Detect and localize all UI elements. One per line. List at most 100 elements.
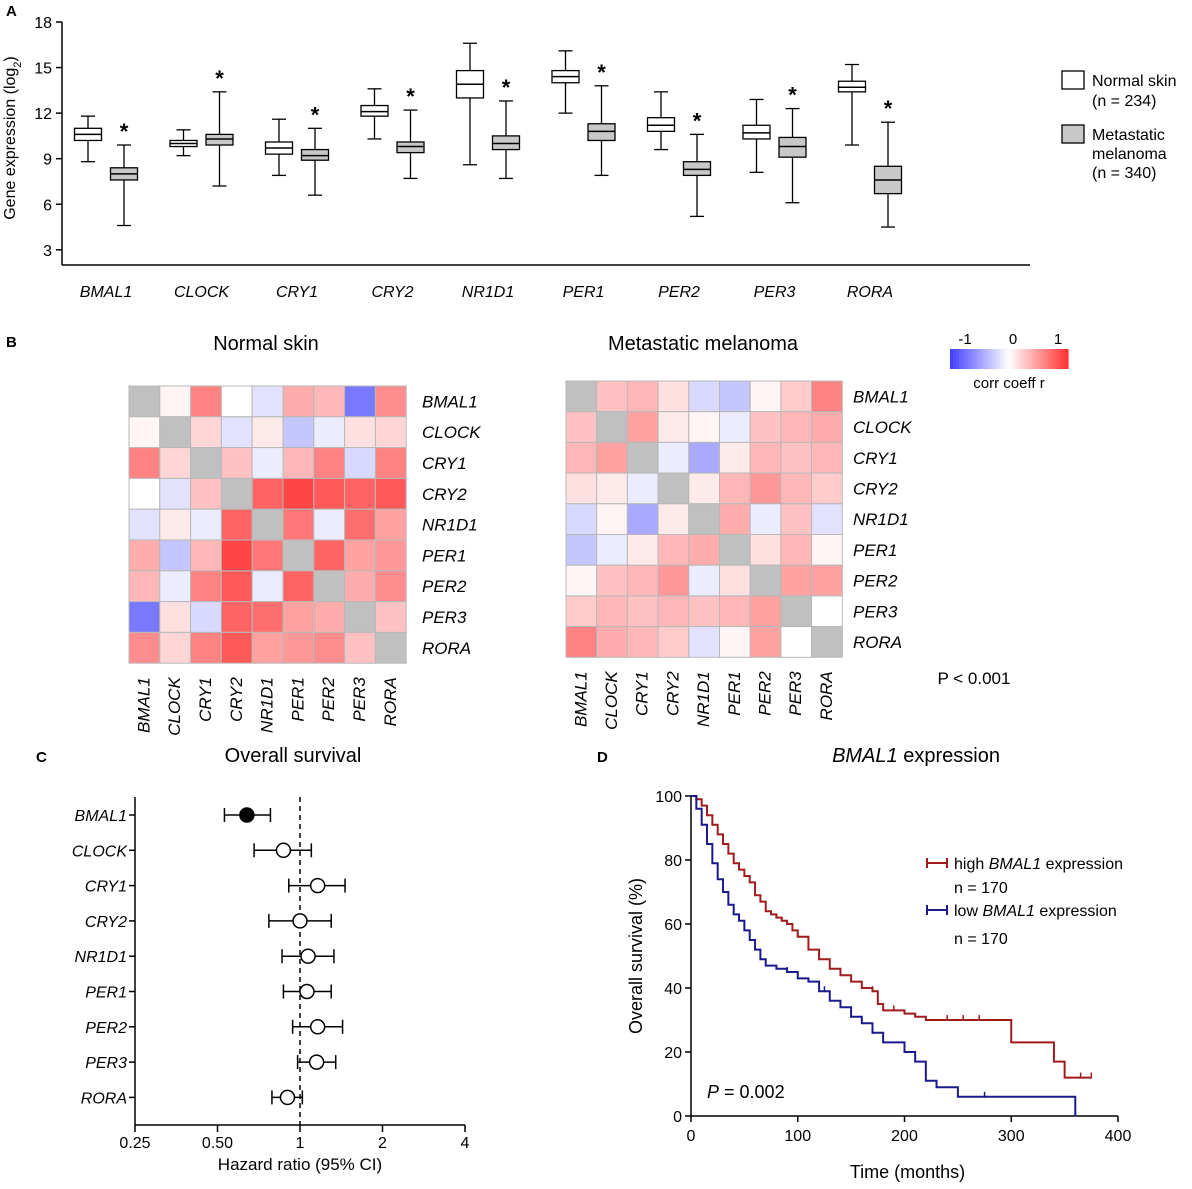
significance-star: *	[215, 66, 224, 91]
heatmap-col-label: BMAL1	[571, 671, 590, 727]
box-category-label: BMAL1	[80, 284, 132, 301]
forest-category-label: CRY1	[85, 879, 127, 896]
forest-hr-point	[275, 842, 292, 859]
forest-x-tick-label: 0.25	[119, 1135, 150, 1152]
colorbar-segment	[1011, 349, 1016, 369]
heatmap-cell	[657, 626, 690, 658]
heatmap-cell	[626, 503, 659, 535]
heatmap-cell	[626, 595, 659, 628]
colorbar-segment	[1023, 349, 1028, 369]
heatmap-cell	[688, 626, 720, 658]
km-legend: high BMAL1 expression n = 170 low BMAL1 ex…	[926, 856, 1123, 948]
heatmap-cell	[780, 472, 813, 505]
box-legend: Normal skin (n = 234) Metastatic melanoma (n…	[1061, 70, 1176, 182]
heatmap-cell	[780, 380, 813, 413]
colorbar-tick-label: 0	[1009, 331, 1017, 348]
heatmap-cell	[190, 539, 222, 572]
heatmap-cell	[220, 570, 253, 603]
legend-melanoma-label: melanoma	[1092, 146, 1167, 163]
heatmap-cell	[251, 539, 284, 572]
heatmap-col-label: CRY1	[196, 677, 215, 722]
heatmap-col-label: PER1	[725, 671, 744, 715]
colorbar-segment	[1053, 349, 1057, 369]
heatmap-cell	[190, 477, 222, 510]
box-iqr	[646, 117, 676, 133]
significance-star: *	[502, 75, 511, 100]
box-normal-skin	[551, 50, 580, 114]
legend-melanoma-swatch	[1061, 124, 1085, 144]
heatmap-cell	[374, 447, 407, 479]
box-melanoma	[491, 100, 521, 180]
heatmap-cell	[344, 508, 376, 541]
heatmap-cell	[374, 570, 407, 603]
heatmap-col-label: CRY2	[663, 671, 682, 716]
box-iqr	[682, 161, 712, 177]
normal-heatmap: BMAL1 BMAL1 CLOCK CLOCK CRY1 CRY1 CRY2 CRY2 NR1D…	[128, 385, 481, 736]
heatmap-cell	[344, 570, 376, 603]
heatmap-cell	[190, 631, 222, 664]
heatmap-cell	[344, 539, 376, 572]
forest-estimate	[291, 1019, 344, 1035]
legend-normal-label: Normal skin	[1092, 73, 1176, 90]
heatmap-col-label: CLOCK	[602, 671, 621, 730]
heatmap-cell	[251, 508, 284, 541]
colorbar-segment	[1000, 349, 1004, 369]
heatmap-row-label: PER1	[853, 541, 897, 560]
heatmap-cell	[811, 380, 843, 413]
heatmap-col-label: PER2	[319, 677, 338, 722]
heatmap-cell	[251, 447, 284, 479]
km-y-tick-label: 40	[664, 981, 682, 998]
heatmap-cell	[190, 570, 222, 603]
heatmap-cell	[749, 472, 782, 505]
forest-estimate	[223, 807, 272, 823]
box-melanoma	[587, 85, 616, 177]
heatmap-cell	[220, 508, 253, 541]
heatmap-cell	[313, 385, 346, 418]
heatmap-cell	[626, 472, 659, 505]
heatmap-cell	[688, 503, 720, 535]
heatmap-row-label: PER3	[422, 608, 467, 627]
box-iqr	[205, 133, 234, 146]
forest-estimate	[282, 983, 332, 1000]
box-y-tick-label: 18	[34, 15, 52, 32]
heatmap-cell	[780, 411, 813, 443]
colorbar-segment	[973, 349, 978, 369]
heatmap-cell	[251, 477, 284, 510]
heatmap-cell	[344, 601, 376, 633]
heatmap-cell	[565, 564, 598, 597]
panel-c: C Overall survival 0.25 0.50 1 2 4 BMAL1 CLOCK…	[36, 745, 470, 1174]
km-x-tick-label: 400	[1105, 1128, 1132, 1145]
forest-hr-point	[299, 983, 315, 1000]
heatmap-cell	[128, 631, 161, 664]
forest-xlabel: Hazard ratio (95% CI)	[218, 1155, 382, 1174]
heatmap-cell	[719, 411, 751, 443]
km-ylabel: Overall survival (%)	[626, 878, 646, 1034]
heatmap-cell	[719, 503, 751, 535]
heatmap-cell	[596, 534, 628, 566]
heatmap-cell	[190, 447, 222, 479]
km-y-tick-label: 20	[664, 1045, 682, 1062]
heatmap-cell	[811, 441, 843, 474]
heatmap-cell	[344, 477, 376, 510]
forest-hr-point	[309, 1019, 326, 1035]
forest-estimate	[296, 1054, 337, 1070]
forest-hr-point	[239, 807, 255, 823]
heatmap-cell	[565, 626, 598, 658]
heatmap-cell	[251, 601, 284, 633]
heatmap-cell	[282, 416, 315, 449]
colorbar-tick-label: 1	[1054, 331, 1062, 348]
colorbar-segment	[964, 349, 969, 369]
heatmap-col-label: BMAL1	[134, 677, 153, 733]
heatmap-cell	[811, 503, 843, 535]
heatmap-cell	[344, 447, 376, 479]
panel-c-letter: C	[36, 749, 47, 766]
box-iqr	[742, 124, 771, 140]
heatmap-row-label: RORA	[422, 639, 471, 658]
heatmap-cell	[596, 411, 628, 443]
km-legend-label: high BMAL1 expression	[954, 856, 1123, 873]
heatmap-cell	[159, 385, 192, 418]
legend-melanoma-n: (n = 340)	[1092, 165, 1156, 182]
box-category-label: PER1	[563, 284, 605, 301]
heatmap-cell	[128, 570, 161, 603]
heatmap-cell	[749, 503, 782, 535]
